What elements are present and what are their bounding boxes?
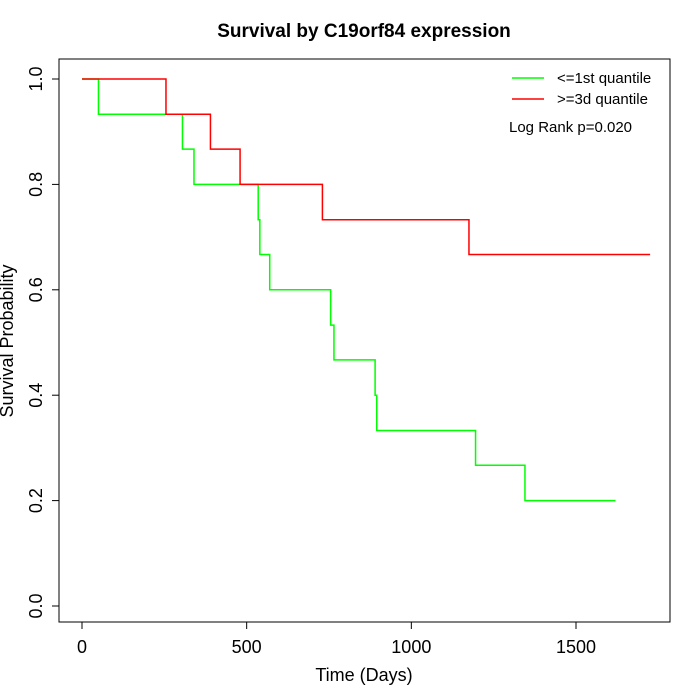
series-layer (82, 78, 651, 502)
series-line-0 (82, 78, 616, 502)
y-tick-label: 0.6 (26, 277, 46, 302)
series-line-1 (82, 78, 651, 256)
legend: <=1st quantile >=3d quantile (512, 70, 651, 108)
x-tick-label: 1500 (556, 637, 596, 657)
x-axis: 0 500 1000 1500 (77, 621, 596, 657)
y-axis-label: Survival Probability (0, 264, 17, 417)
y-tick-label: 0.8 (26, 172, 46, 197)
x-tick-label: 0 (77, 637, 87, 657)
chart-title: Survival by C19orf84 expression (217, 21, 511, 42)
log-rank-annotation: Log Rank p=0.020 (509, 119, 632, 136)
x-tick-label: 500 (232, 637, 262, 657)
legend-label-1: >=3d quantile (557, 91, 648, 108)
y-tick-label: 0.2 (26, 488, 46, 513)
x-axis-label: Time (Days) (315, 665, 412, 685)
y-tick-label: 0.4 (26, 383, 46, 408)
y-axis: 0.0 0.2 0.4 0.6 0.8 1.0 (26, 66, 60, 619)
y-tick-label: 1.0 (26, 66, 46, 91)
legend-label-0: <=1st quantile (557, 70, 651, 87)
y-tick-label: 0.0 (26, 593, 46, 618)
x-tick-label: 1000 (391, 637, 431, 657)
